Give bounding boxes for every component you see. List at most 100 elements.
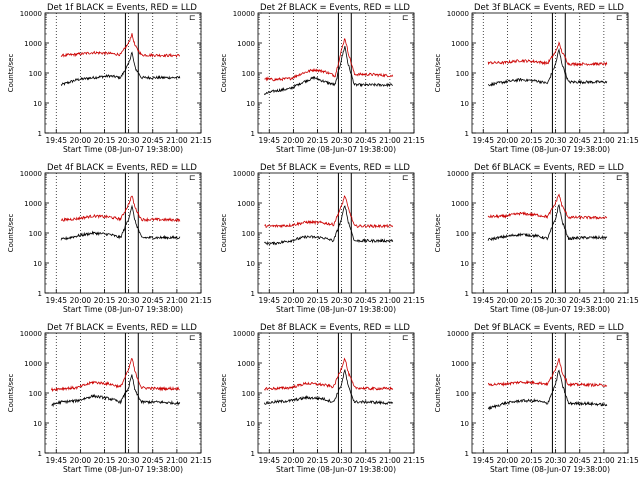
x-tick-label: 19:45	[472, 296, 494, 305]
x-tick-label: 21:00	[593, 456, 615, 465]
x-tick-label: 19:45	[45, 456, 67, 465]
y-tick-label: 10000	[447, 10, 469, 18]
x-tick-label: 20:30	[331, 456, 353, 465]
corner-mark: ⊏	[616, 173, 623, 182]
series-events-line	[488, 48, 608, 87]
y-axis-label: Counts/sec	[220, 374, 228, 413]
series-lld-line	[264, 195, 394, 229]
x-tick-label: 21:15	[617, 296, 639, 305]
y-tick-label: 10	[33, 100, 42, 108]
corner-mark: ⊏	[402, 333, 409, 342]
series-events-line	[487, 203, 608, 242]
x-tick-label: 20:45	[355, 456, 377, 465]
x-tick-label: 21:00	[593, 296, 615, 305]
x-tick-label: 20:00	[283, 456, 305, 465]
x-tick-label: 20:15	[307, 136, 329, 145]
corner-mark: ⊏	[189, 333, 196, 342]
x-tick-label: 21:15	[403, 296, 425, 305]
y-tick-label: 10000	[20, 330, 42, 338]
y-axis-label: Counts/sec	[7, 214, 15, 253]
chart-panel: Det 3f BLACK = Events, RED = LLD⊏ 1 10 100 1…	[434, 3, 639, 154]
y-tick-label: 1000	[451, 360, 469, 368]
y-tick-label: 10000	[233, 10, 255, 18]
x-tick-label: 19:45	[258, 456, 280, 465]
x-tick-label: 20:00	[497, 136, 519, 145]
series-lld-line	[51, 357, 180, 393]
y-tick-label: 10	[460, 420, 469, 428]
x-axis-label: Start Time (08-Jun-07 19:38:00)	[276, 465, 396, 474]
y-tick-label: 10000	[20, 10, 42, 18]
y-axis-label: Counts/sec	[434, 374, 442, 413]
x-tick-label: 20:00	[70, 136, 92, 145]
chart-title: Det 3f BLACK = Events, RED = LLD	[474, 3, 624, 13]
plot-frame	[44, 172, 202, 294]
y-tick-label: 100	[456, 390, 469, 398]
x-tick-label: 20:30	[331, 296, 353, 305]
y-axis-label: Counts/sec	[220, 214, 228, 253]
chart-panel: Det 7f BLACK = Events, RED = LLD⊏ 1 10 100 1…	[7, 323, 212, 474]
y-tick-label: 1	[38, 290, 42, 298]
corner-mark: ⊏	[189, 13, 196, 22]
y-tick-label: 100	[29, 230, 42, 238]
chart-panel: Det 6f BLACK = Events, RED = LLD⊏ 1 10 100 1…	[434, 163, 639, 314]
x-tick-label: 20:30	[118, 456, 140, 465]
chart-panel: Det 8f BLACK = Events, RED = LLD⊏ 1 10 100 1…	[220, 323, 425, 474]
x-tick-label: 20:30	[545, 296, 567, 305]
x-tick-label: 21:15	[617, 136, 639, 145]
y-tick-label: 1000	[237, 40, 255, 48]
x-tick-label: 21:00	[379, 456, 401, 465]
x-tick-label: 20:45	[355, 136, 377, 145]
y-axis-label: Counts/sec	[434, 214, 442, 253]
x-tick-label: 20:15	[94, 296, 116, 305]
x-tick-label: 20:15	[307, 296, 329, 305]
chart-panel: Det 4f BLACK = Events, RED = LLD⊏ 1 10 100 1…	[7, 163, 212, 314]
x-tick-label: 20:45	[142, 136, 164, 145]
x-tick-label: 20:15	[94, 136, 116, 145]
x-tick-label: 20:00	[283, 296, 305, 305]
y-tick-label: 1	[38, 450, 42, 458]
y-tick-label: 1000	[451, 40, 469, 48]
x-tick-label: 20:00	[283, 136, 305, 145]
y-tick-label: 100	[242, 70, 255, 78]
y-tick-label: 100	[29, 70, 42, 78]
series-lld-line	[264, 357, 394, 391]
chart-title: Det 9f BLACK = Events, RED = LLD	[474, 323, 624, 333]
corner-mark: ⊏	[616, 13, 623, 22]
y-tick-label: 1000	[24, 200, 42, 208]
x-tick-label: 20:30	[331, 136, 353, 145]
y-tick-label: 1	[251, 290, 255, 298]
x-tick-label: 21:00	[166, 136, 188, 145]
y-axis-label: Counts/sec	[7, 374, 15, 413]
chart-title: Det 8f BLACK = Events, RED = LLD	[260, 323, 410, 333]
x-axis-label: Start Time (08-Jun-07 19:38:00)	[490, 305, 610, 314]
series-lld-line	[264, 38, 394, 82]
plot-frame	[471, 332, 629, 454]
chart-panel: Det 5f BLACK = Events, RED = LLD⊏ 1 10 100 1…	[220, 163, 425, 314]
series-lld-line	[60, 195, 181, 223]
x-axis-label: Start Time (08-Jun-07 19:38:00)	[63, 305, 183, 314]
y-tick-label: 10000	[233, 170, 255, 178]
x-tick-label: 19:45	[45, 296, 67, 305]
series-events-line	[51, 374, 181, 408]
corner-mark: ⊏	[616, 333, 623, 342]
chart-title: Det 4f BLACK = Events, RED = LLD	[47, 163, 197, 173]
chart-panel: Det 2f BLACK = Events, RED = LLD⊏ 1 10 100 1…	[220, 3, 425, 154]
x-tick-label: 21:00	[593, 136, 615, 145]
y-tick-label: 10000	[447, 170, 469, 178]
x-tick-label: 21:15	[190, 456, 212, 465]
x-tick-label: 20:15	[521, 296, 543, 305]
x-tick-label: 19:45	[472, 136, 494, 145]
x-tick-label: 19:45	[45, 136, 67, 145]
y-tick-label: 1	[251, 450, 255, 458]
y-tick-label: 100	[29, 390, 42, 398]
x-tick-label: 20:00	[70, 456, 92, 465]
chart-title: Det 6f BLACK = Events, RED = LLD	[474, 163, 624, 173]
x-tick-label: 19:45	[258, 296, 280, 305]
x-tick-label: 20:45	[142, 296, 164, 305]
x-axis-label: Start Time (08-Jun-07 19:38:00)	[276, 305, 396, 314]
y-tick-label: 10	[460, 100, 469, 108]
y-tick-label: 1000	[24, 40, 42, 48]
y-tick-label: 1	[38, 130, 42, 138]
y-tick-label: 10000	[447, 330, 469, 338]
x-tick-label: 20:15	[521, 136, 543, 145]
